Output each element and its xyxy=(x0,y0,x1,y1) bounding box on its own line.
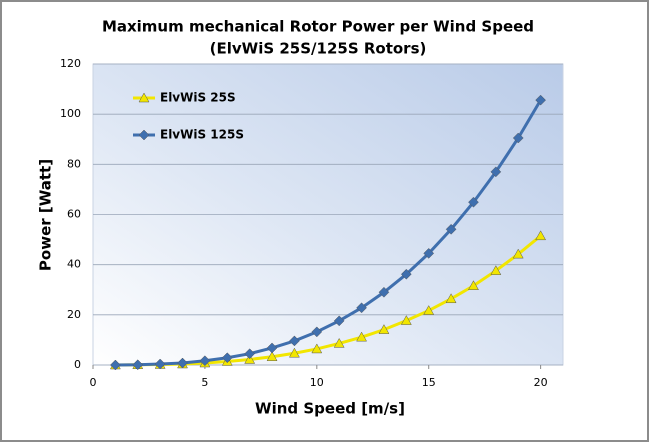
marker xyxy=(311,326,323,338)
marker xyxy=(535,94,546,106)
legend-label: ElvWiS 125S xyxy=(160,128,244,142)
x-axis-title: Wind Speed [m/s] xyxy=(255,400,405,418)
marker xyxy=(311,343,323,354)
marker xyxy=(266,342,278,354)
marker xyxy=(289,335,300,347)
y-tick-label: 80 xyxy=(67,157,81,170)
x-tick-label: 20 xyxy=(534,376,548,389)
marker xyxy=(244,348,256,360)
marker xyxy=(154,358,166,370)
marker xyxy=(378,286,390,298)
marker xyxy=(356,302,367,314)
chart-title: Maximum mechanical Rotor Power per Wind … xyxy=(102,18,534,36)
y-tick-label: 60 xyxy=(67,208,81,221)
chart-title: (ElvWiS 25S/125S Rotors) xyxy=(210,40,427,58)
y-axis-title: Power [Watt] xyxy=(37,159,55,271)
marker xyxy=(333,337,345,348)
marker xyxy=(535,230,547,241)
x-tick-label: 10 xyxy=(310,376,324,389)
marker xyxy=(138,92,150,103)
marker xyxy=(400,268,412,280)
marker xyxy=(356,331,367,342)
marker xyxy=(333,315,345,327)
marker xyxy=(423,305,435,315)
marker xyxy=(468,280,479,290)
marker xyxy=(468,196,479,208)
marker xyxy=(266,351,278,361)
y-tick-label: 100 xyxy=(60,107,81,120)
marker xyxy=(445,293,457,304)
marker xyxy=(378,324,390,334)
marker xyxy=(423,248,435,259)
marker xyxy=(490,265,502,275)
x-tick-label: 5 xyxy=(201,376,208,389)
marker xyxy=(199,355,211,367)
x-tick-label: 15 xyxy=(422,376,436,389)
marker xyxy=(445,223,457,235)
marker xyxy=(132,359,144,371)
marker xyxy=(177,357,188,369)
marker xyxy=(110,359,121,371)
legend-label: ElvWiS 25S xyxy=(160,91,236,105)
y-tick-label: 120 xyxy=(60,57,81,70)
y-tick-label: 40 xyxy=(67,258,81,271)
marker xyxy=(289,347,300,358)
marker xyxy=(490,166,502,178)
x-tick-label: 0 xyxy=(90,376,97,389)
marker xyxy=(138,129,150,141)
y-tick-label: 0 xyxy=(74,358,81,371)
marker xyxy=(221,352,233,364)
marker xyxy=(512,248,524,259)
marker xyxy=(512,132,524,144)
y-tick-label: 20 xyxy=(67,308,81,321)
marker xyxy=(400,315,412,325)
